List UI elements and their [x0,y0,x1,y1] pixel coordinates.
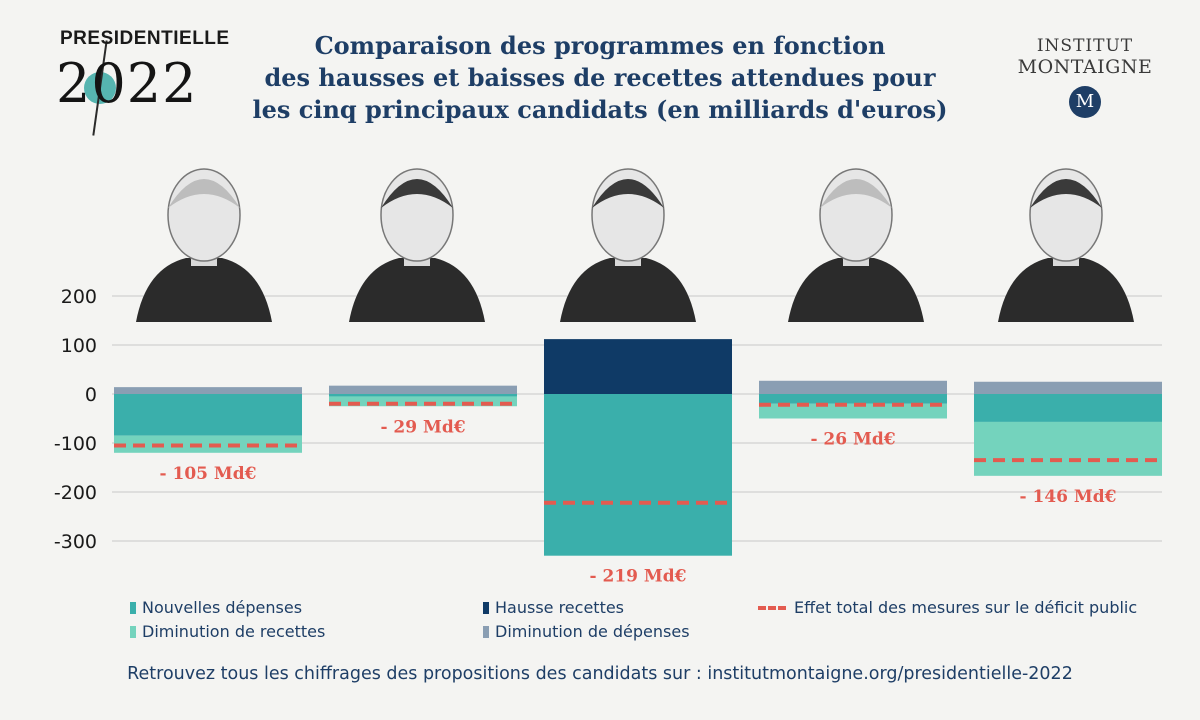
legend-label: Diminution de recettes [142,622,326,641]
logo-year: 2022 [56,52,198,115]
bar-segment [114,435,302,453]
bar-segment [974,381,1162,394]
total-label: - 105 Md€ [160,464,257,484]
total-label: - 146 Md€ [1020,487,1117,507]
legend-hausse-recettes: Hausse recettes [483,598,624,617]
bar-segment [329,396,517,407]
bar-segment [759,394,947,404]
publisher-badge: M [1069,86,1101,118]
chart-title: Comparaison des programmes en fonction d… [230,30,970,126]
chart-title-line-2: des hausses et baisses de recettes atten… [264,63,936,92]
bar-segment [329,394,517,397]
legend-label: Nouvelles dépenses [142,598,303,617]
legend-label: Diminution de dépenses [495,622,690,641]
y-tick-label: 200 [61,286,97,308]
legend-swatch-hausse-recettes [483,602,489,614]
presidentielle-2022-logo: PRESIDENTIELLE 2022 [52,22,229,136]
bar-segment [974,394,1162,422]
publisher-line-1: INSTITUT [1036,36,1134,56]
bar-segment [759,403,947,419]
footer-text: Retrouvez tous les chiffrages des propos… [127,664,1073,684]
logo-word: PRESIDENTIELLE [60,28,230,49]
bar-segment [974,421,1162,476]
chart-title-line-1: Comparaison des programmes en fonction [314,31,886,60]
legend-swatch-diminution-depenses [483,626,489,638]
bar-segment [544,394,732,556]
bar-segment [329,385,517,394]
y-tick-label: -200 [54,482,97,504]
institut-montaigne-logo: INSTITUT MONTAIGNE M [1005,36,1165,118]
candidate-portrait [136,168,272,322]
bar-segment [114,387,302,394]
bar-segment [114,394,302,436]
total-label: - 26 Md€ [810,430,895,450]
legend-nouvelles-depenses: Nouvelles dépenses [130,598,302,617]
legend-swatch-nouvelles-depenses [130,602,136,614]
candidate-portrait [998,168,1134,322]
bar-segment [544,339,732,394]
bar-segment [759,380,947,394]
legend-diminution-depenses: Diminution de dépenses [483,622,690,641]
total-label: - 29 Md€ [380,417,465,437]
publisher-line-2: MONTAIGNE [1017,56,1153,78]
candidate-portrait [788,168,924,322]
chart-title-line-3: les cinq principaux candidats (en millia… [252,95,948,124]
total-label: - 219 Md€ [590,567,687,587]
legend-effet-total: Effet total des mesures sur le déficit p… [758,598,1137,617]
legend-dash-effet-total [758,606,786,610]
candidate-portrait [560,168,696,322]
y-tick-label: -100 [54,433,97,455]
y-tick-label: -300 [54,531,97,553]
y-tick-label: 100 [61,335,97,357]
y-tick-label: 0 [85,384,97,406]
legend-swatch-diminution-recettes [130,626,136,638]
candidate-portrait [349,168,485,322]
legend-label: Hausse recettes [495,598,625,617]
legend-diminution-recettes: Diminution de recettes [130,622,325,641]
legend-label: Effet total des mesures sur le déficit p… [794,598,1138,617]
